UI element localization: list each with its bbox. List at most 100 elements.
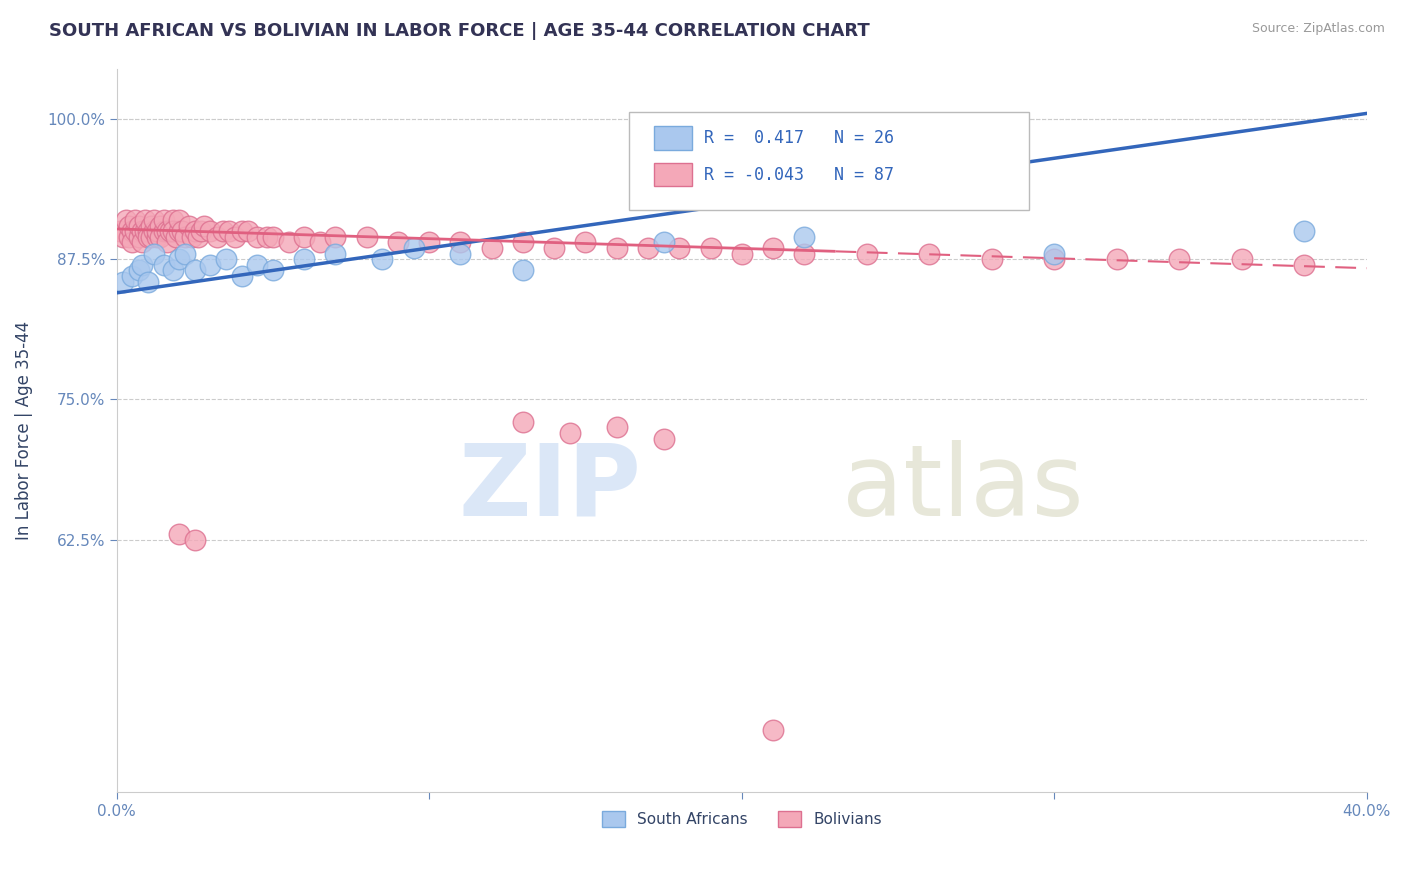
Point xyxy=(606,420,628,434)
Point xyxy=(146,229,169,244)
Point xyxy=(292,252,315,267)
Point xyxy=(262,229,284,244)
Point xyxy=(136,224,159,238)
Point xyxy=(292,229,315,244)
Point xyxy=(855,246,877,260)
Point xyxy=(793,246,815,260)
Point xyxy=(231,268,253,283)
Point xyxy=(124,224,146,238)
Point xyxy=(1168,252,1191,267)
Point xyxy=(162,213,184,227)
Point xyxy=(172,224,194,238)
Point xyxy=(128,219,150,233)
Point xyxy=(131,224,153,238)
Point xyxy=(111,229,134,244)
Point xyxy=(224,229,246,244)
Y-axis label: In Labor Force | Age 35-44: In Labor Force | Age 35-44 xyxy=(15,321,32,540)
Point xyxy=(387,235,409,250)
Point xyxy=(212,224,235,238)
Point xyxy=(177,219,200,233)
Point xyxy=(134,224,156,238)
Point xyxy=(236,224,259,238)
Point xyxy=(184,533,207,547)
Point xyxy=(118,229,141,244)
Point xyxy=(121,224,143,238)
Point xyxy=(205,229,228,244)
Point xyxy=(246,229,269,244)
Point xyxy=(450,235,472,250)
Point xyxy=(277,235,299,250)
Point xyxy=(124,213,146,227)
Point xyxy=(121,235,143,250)
Point xyxy=(111,275,134,289)
Text: ZIP: ZIP xyxy=(458,440,641,537)
Point xyxy=(159,224,181,238)
Point xyxy=(180,229,202,244)
Point xyxy=(762,723,785,738)
Point xyxy=(146,224,169,238)
Legend: South Africans, Bolivians: South Africans, Bolivians xyxy=(595,804,890,835)
Point xyxy=(143,246,166,260)
FancyBboxPatch shape xyxy=(654,127,692,150)
Point xyxy=(184,263,207,277)
Point xyxy=(512,263,534,277)
Text: SOUTH AFRICAN VS BOLIVIAN IN LABOR FORCE | AGE 35-44 CORRELATION CHART: SOUTH AFRICAN VS BOLIVIAN IN LABOR FORCE… xyxy=(49,22,870,40)
Point xyxy=(512,235,534,250)
Point xyxy=(246,258,269,272)
Point xyxy=(1294,224,1316,238)
Point xyxy=(152,213,174,227)
Point xyxy=(134,213,156,227)
Point xyxy=(652,432,675,446)
Point xyxy=(139,219,162,233)
Point xyxy=(143,213,166,227)
Point xyxy=(149,219,172,233)
Point xyxy=(652,235,675,250)
Point xyxy=(218,224,240,238)
Point xyxy=(231,224,253,238)
Point xyxy=(167,252,190,267)
Point xyxy=(1230,252,1253,267)
Point xyxy=(481,241,503,255)
Point xyxy=(136,275,159,289)
Text: R =  0.417   N = 26: R = 0.417 N = 26 xyxy=(704,129,894,147)
Point xyxy=(121,268,143,283)
Point xyxy=(574,235,596,250)
FancyBboxPatch shape xyxy=(654,163,692,186)
Point xyxy=(762,241,785,255)
Point xyxy=(637,241,659,255)
Point xyxy=(512,415,534,429)
Point xyxy=(606,241,628,255)
Point xyxy=(1105,252,1128,267)
Point xyxy=(256,229,278,244)
Point xyxy=(162,224,184,238)
Point xyxy=(668,241,690,255)
Point xyxy=(184,224,207,238)
Point xyxy=(356,229,378,244)
Point xyxy=(167,213,190,227)
Point xyxy=(118,219,141,233)
Point xyxy=(139,229,162,244)
Point xyxy=(308,235,330,250)
Point xyxy=(115,213,138,227)
Point xyxy=(174,229,197,244)
Point xyxy=(1043,246,1066,260)
Point xyxy=(152,258,174,272)
Point xyxy=(918,246,941,260)
Point xyxy=(190,224,212,238)
Point xyxy=(131,235,153,250)
Text: R = -0.043   N = 87: R = -0.043 N = 87 xyxy=(704,166,894,184)
Point xyxy=(149,229,172,244)
Point xyxy=(165,229,187,244)
Point xyxy=(156,235,179,250)
Point xyxy=(543,241,565,255)
Point xyxy=(162,263,184,277)
Point xyxy=(128,263,150,277)
FancyBboxPatch shape xyxy=(630,112,1029,210)
Point xyxy=(152,224,174,238)
Point xyxy=(200,258,222,272)
Text: Source: ZipAtlas.com: Source: ZipAtlas.com xyxy=(1251,22,1385,36)
Point xyxy=(108,224,131,238)
Point xyxy=(558,425,581,440)
Point xyxy=(1043,252,1066,267)
Text: atlas: atlas xyxy=(842,440,1084,537)
